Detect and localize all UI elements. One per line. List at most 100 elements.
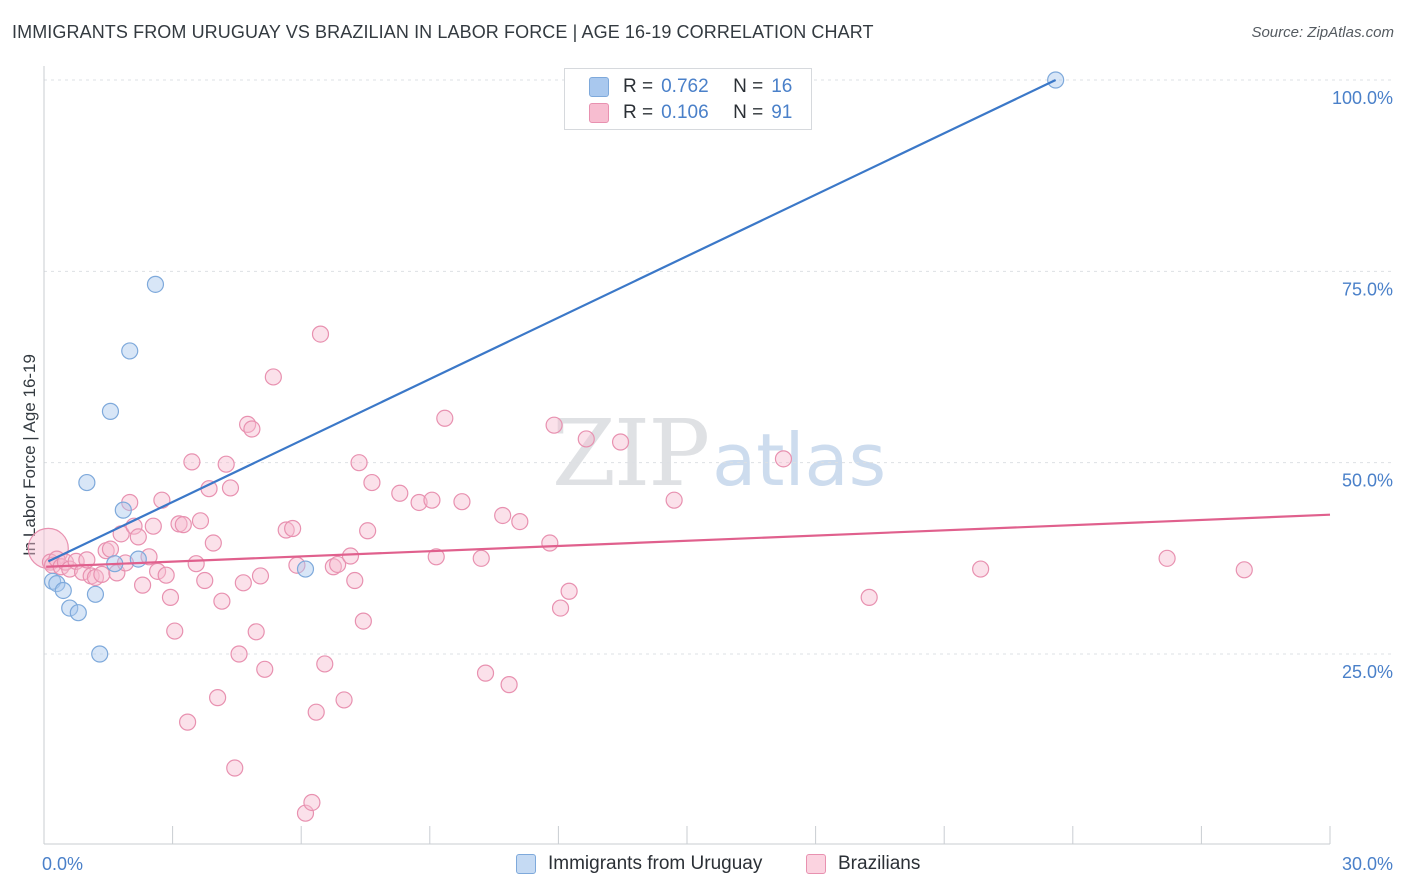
data-point-brazilians xyxy=(187,555,205,573)
legend-r-label: R = xyxy=(623,76,654,97)
data-point-brazilians xyxy=(209,689,227,707)
data-point-uruguay xyxy=(101,402,120,420)
legend-n-label: N = xyxy=(733,102,764,123)
data-point-brazilians xyxy=(577,430,595,448)
data-point-brazilians xyxy=(226,759,244,777)
data-point-brazilians xyxy=(277,521,295,539)
data-point-uruguay xyxy=(69,604,87,622)
data-point-uruguay xyxy=(91,645,109,663)
data-point-brazilians xyxy=(972,560,990,578)
data-point-brazilians xyxy=(129,528,147,546)
data-point-brazilians xyxy=(196,571,214,590)
data-point-brazilians xyxy=(611,433,630,451)
legend-n-value-brazilians: 91 xyxy=(771,102,793,123)
data-point-brazilians xyxy=(93,565,111,584)
bottom-legend-label-uruguay: Immigrants from Uruguay xyxy=(548,853,763,874)
bottom-legend-brazilians: Brazilians xyxy=(806,852,920,876)
data-point-brazilians xyxy=(472,549,490,567)
data-point-brazilians xyxy=(144,517,162,535)
data-point-brazilians xyxy=(346,571,364,590)
bottom-legend-label-brazilians: Brazilians xyxy=(838,853,921,874)
data-point-brazilians xyxy=(221,479,240,497)
data-point-brazilians xyxy=(1235,561,1253,579)
data-point-brazilians xyxy=(234,574,252,592)
legend-n-label: N = xyxy=(733,76,764,97)
data-point-brazilians xyxy=(230,645,248,663)
data-point-brazilians xyxy=(560,582,578,600)
data-point-brazilians xyxy=(204,534,222,552)
legend-swatch-uruguay xyxy=(589,77,609,97)
data-point-brazilians xyxy=(296,804,315,822)
data-point-brazilians xyxy=(140,548,158,566)
legend-r-label: R = xyxy=(623,102,654,123)
data-point-brazilians xyxy=(133,576,152,594)
data-point-brazilians xyxy=(166,622,184,640)
y-tick-label: 75.0% xyxy=(1342,279,1393,299)
legend-r-value-uruguay: 0.762 xyxy=(661,76,709,97)
y-axis-title: In Labor Force | Age 16-19 xyxy=(20,354,39,556)
data-point-brazilians xyxy=(541,534,559,552)
data-point-brazilians xyxy=(256,660,274,678)
data-point-brazilians xyxy=(359,522,377,540)
data-point-brazilians xyxy=(551,599,570,617)
data-point-uruguay xyxy=(146,275,165,293)
data-point-brazilians xyxy=(183,453,201,471)
data-point-brazilians xyxy=(545,416,563,434)
data-point-brazilians xyxy=(303,793,321,812)
data-point-brazilians xyxy=(213,592,231,610)
data-point-brazilians xyxy=(476,664,495,682)
stats-legend: R = 0.762 N = 16 R = 0.106 N = 91 xyxy=(564,68,812,130)
data-point-brazilians xyxy=(243,420,261,438)
data-point-brazilians xyxy=(453,493,471,511)
data-point-uruguay xyxy=(86,585,105,603)
data-point-brazilians xyxy=(153,491,171,509)
chart-title: IMMIGRANTS FROM URUGUAY VS BRAZILIAN IN … xyxy=(12,22,874,42)
data-point-brazilians xyxy=(264,368,282,386)
data-point-brazilians xyxy=(174,516,192,534)
data-point-brazilians xyxy=(436,409,454,427)
data-point-brazilians xyxy=(341,547,360,565)
y-tick-label: 25.0% xyxy=(1342,662,1393,682)
stats-legend-row-brazilians: R = 0.106 N = 91 xyxy=(589,101,792,125)
data-point-brazilians xyxy=(191,512,210,530)
legend-swatch-brazilians xyxy=(589,103,609,123)
data-point-brazilians xyxy=(307,703,325,721)
trend-line-brazilians xyxy=(46,513,1331,568)
data-point-brazilians xyxy=(350,454,368,472)
data-point-brazilians xyxy=(217,455,235,473)
data-point-brazilians xyxy=(247,623,265,641)
data-point-brazilians xyxy=(427,548,445,566)
data-point-brazilians xyxy=(148,562,167,580)
data-point-brazilians xyxy=(157,566,175,584)
data-point-brazilians xyxy=(161,588,180,606)
data-point-brazilians xyxy=(410,493,428,512)
data-point-brazilians xyxy=(284,519,302,538)
data-point-brazilians xyxy=(329,555,347,574)
data-point-brazilians xyxy=(511,512,529,531)
data-point-brazilians xyxy=(335,691,353,709)
x-tick-label: 30.0% xyxy=(1342,854,1393,874)
data-point-uruguay xyxy=(61,599,79,617)
bottom-legend-swatch-brazilians xyxy=(806,854,826,874)
data-point-brazilians xyxy=(316,655,334,673)
data-point-brazilians xyxy=(179,713,197,731)
stats-legend-row-uruguay: R = 0.762 N = 16 xyxy=(589,75,792,99)
data-point-uruguay xyxy=(121,342,139,360)
data-point-brazilians xyxy=(363,473,381,492)
data-point-brazilians xyxy=(423,491,441,509)
chart-source: Source: ZipAtlas.com xyxy=(1251,24,1394,41)
data-point-brazilians xyxy=(354,612,372,630)
legend-r-value-brazilians: 0.106 xyxy=(661,102,709,123)
data-point-brazilians xyxy=(774,450,793,468)
legend-n-value-uruguay: 16 xyxy=(771,76,793,97)
y-tick-label: 50.0% xyxy=(1342,471,1393,491)
data-point-uruguay xyxy=(48,574,66,593)
data-point-brazilians xyxy=(665,491,683,509)
bottom-legend-uruguay: Immigrants from Uruguay xyxy=(516,852,762,876)
data-point-brazilians xyxy=(500,676,518,694)
bottom-legend-swatch-uruguay xyxy=(516,854,536,874)
data-point-uruguay xyxy=(129,550,147,568)
data-point-uruguay xyxy=(54,581,72,600)
